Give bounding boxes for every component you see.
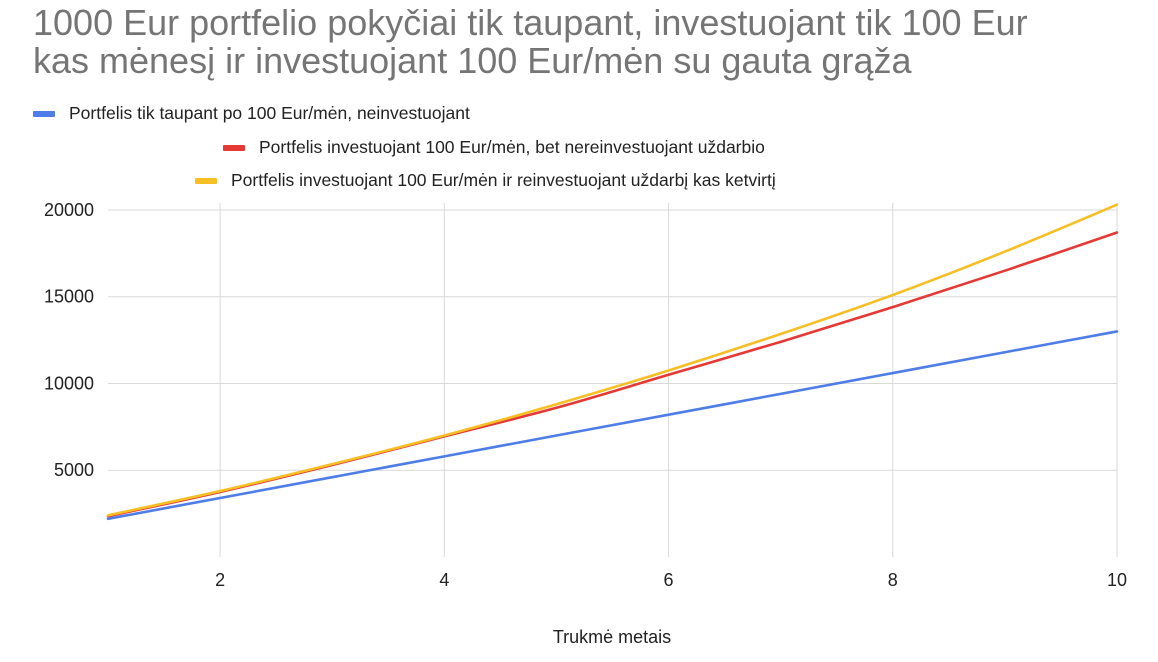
y-tick-label: 10000: [44, 373, 94, 393]
x-tick-label: 10: [1107, 570, 1127, 590]
series-lines: [106, 203, 1119, 521]
legend-item-savings: Portfelis tik taupant po 100 Eur/mėn, ne…: [33, 103, 470, 124]
chart-title: 1000 Eur portfelio pokyčiai tik taupant,…: [33, 2, 1028, 81]
x-axis-title: Trukmė metais: [553, 627, 671, 647]
legend-label: Portfelis tik taupant po 100 Eur/mėn, ne…: [69, 103, 470, 123]
legend-swatch-yellow: [195, 177, 217, 184]
series-line-savings: [106, 330, 1119, 521]
y-tick-label: 20000: [44, 200, 94, 220]
tick-labels: 5000 10000 15000 20000 2 4 6 8 10: [44, 200, 1127, 590]
series-line-invest-reinvest: [106, 203, 1119, 517]
legend-swatch-blue: [33, 110, 55, 117]
series-line-invest-no-reinvest: [106, 231, 1119, 518]
grid-lines: [108, 203, 1118, 557]
y-tick-label: 5000: [54, 460, 94, 480]
y-tick-label: 15000: [44, 287, 94, 307]
legend-item-invest-reinvest: Portfelis investuojant 100 Eur/mėn ir re…: [195, 170, 776, 191]
legend-item-invest-no-reinvest: Portfelis investuojant 100 Eur/mėn, bet …: [223, 137, 765, 158]
x-tick-label: 2: [215, 570, 225, 590]
legend-label: Portfelis investuojant 100 Eur/mėn ir re…: [231, 170, 776, 190]
x-tick-label: 8: [888, 570, 898, 590]
x-tick-label: 6: [664, 570, 674, 590]
x-tick-label: 4: [439, 570, 449, 590]
legend-swatch-red: [223, 144, 245, 151]
legend-label: Portfelis investuojant 100 Eur/mėn, bet …: [259, 137, 765, 157]
